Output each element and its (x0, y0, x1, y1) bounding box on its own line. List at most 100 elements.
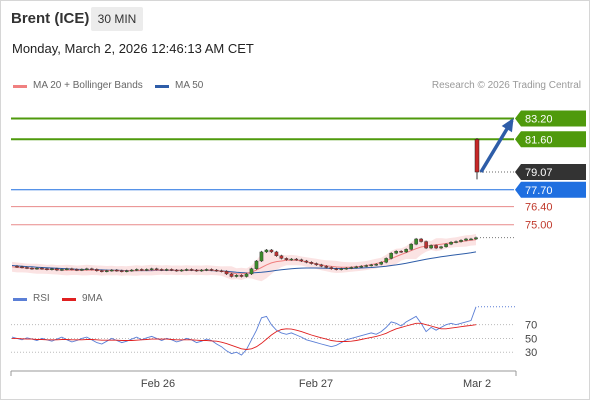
candle-body (284, 258, 289, 260)
candle-body (334, 268, 339, 270)
candle-body (469, 238, 473, 241)
candle-body (349, 267, 354, 269)
candle-body (459, 240, 463, 242)
candle-body (339, 268, 344, 270)
candle-body (159, 269, 164, 271)
candle-body (444, 243, 448, 247)
rsi-tick-70: 70 (525, 320, 537, 332)
candle-body (119, 270, 124, 272)
ma50-legend-swatch (155, 85, 169, 88)
candle-body (354, 266, 359, 269)
candle-body (274, 251, 279, 257)
candle-body (374, 264, 379, 266)
candle-body (164, 269, 169, 271)
candle-body (35, 267, 39, 270)
candle-body (344, 267, 349, 270)
candle-body (434, 245, 438, 249)
rsi-line (11, 306, 477, 356)
candle-body (100, 270, 104, 272)
candle-body (369, 264, 374, 267)
candle-body (199, 269, 204, 272)
instrument-title: Brent (ICE) (11, 10, 90, 27)
candle-body (109, 269, 114, 272)
level-label-76.40: 76.40 (525, 202, 553, 214)
candle-body (60, 269, 64, 271)
candle-body (244, 273, 249, 277)
candle-body (474, 237, 478, 240)
candle-body (454, 241, 458, 243)
candle-body (144, 269, 149, 271)
last-bar-body (474, 139, 480, 173)
candle-body (259, 251, 264, 262)
ma20-legend-swatch (13, 85, 27, 88)
rsi-legend-swatch (13, 298, 27, 301)
candle-body (104, 270, 109, 272)
candle-body (379, 262, 384, 265)
credit-text: Research © 2026 Trading Central (431, 80, 581, 91)
candle-body (124, 270, 129, 272)
candle-body (319, 264, 324, 267)
bollinger-band (12, 233, 476, 282)
level-tag-79.07 (515, 164, 586, 181)
candle-body (299, 259, 304, 262)
candle-body (309, 262, 314, 264)
candle-body (95, 269, 99, 271)
rsi-ma9-line (12, 322, 477, 350)
x-tick-label: Feb 27 (299, 378, 333, 390)
rsi-tick-50: 50 (525, 333, 537, 345)
candle-body (20, 266, 24, 269)
candle-body (204, 269, 209, 271)
level-label-75.00: 75.00 (525, 220, 553, 232)
level-tag-81.60 (515, 131, 586, 148)
candle-body (254, 260, 259, 269)
level-tag-77.70 (515, 181, 586, 198)
candle-body (419, 238, 423, 242)
candle-body (304, 260, 309, 263)
candle-body (409, 243, 413, 250)
candle-body (449, 242, 453, 245)
ma20-legend-label: MA 20 + Bollinger Bands (33, 80, 143, 91)
level-tag-83.20 (515, 110, 586, 127)
candle-body (154, 268, 159, 270)
level-label-77.70: 77.70 (525, 185, 553, 197)
candle-body (189, 269, 194, 271)
candle-body (114, 269, 119, 272)
candle-body (394, 251, 398, 254)
candle-body (384, 258, 388, 263)
candle-body (289, 258, 294, 261)
candle-body (55, 268, 59, 271)
candle-body (399, 251, 403, 253)
ma9-legend-label: 9MA (82, 293, 103, 304)
candle-body (139, 269, 144, 271)
ma20-line (11, 239, 477, 275)
candle-body (149, 268, 154, 270)
candle-body (184, 269, 189, 271)
candle-body (234, 275, 239, 277)
candle-body (279, 255, 284, 259)
candle-body (404, 249, 408, 253)
candle-body (429, 245, 433, 249)
candle-body (464, 238, 468, 241)
candle-body (414, 238, 418, 245)
x-tick-label: Mar 2 (463, 378, 491, 390)
candle-body (90, 268, 94, 270)
candle-body (314, 263, 319, 266)
candle-body (134, 269, 139, 271)
candle-body (329, 267, 334, 269)
candle-body (194, 269, 199, 272)
ma50-legend-label: MA 50 (175, 80, 204, 91)
candle-body (209, 269, 214, 271)
level-label-81.60: 81.60 (525, 134, 553, 146)
candle-body (294, 258, 299, 261)
candle-body (224, 271, 229, 275)
candle-body (129, 269, 134, 272)
candle-body (324, 265, 329, 268)
interval-button[interactable]: 30 MIN (91, 7, 143, 31)
x-tick-label: Feb 26 (141, 378, 175, 390)
level-label-83.20: 83.20 (525, 114, 553, 126)
candle-body (169, 269, 174, 271)
candle-body (264, 249, 269, 253)
candle-body (424, 241, 428, 249)
rsi-tick-30: 30 (525, 347, 537, 359)
